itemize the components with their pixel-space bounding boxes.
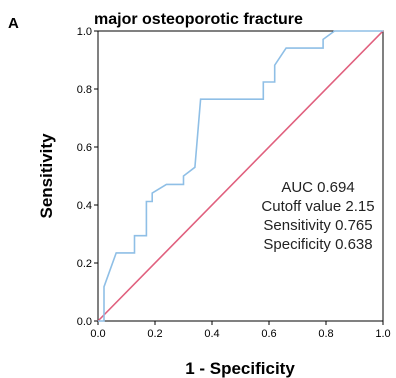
panel-label: A <box>8 15 19 32</box>
x-tick-label: 0.6 <box>261 328 276 340</box>
auc-label: AUC 0.694 <box>281 179 354 196</box>
y-axis-ticks: 0.0 0.2 0.4 0.6 0.8 1.0 <box>77 26 98 328</box>
x-tick-label: 0.2 <box>147 328 162 340</box>
x-tick-label: 0.0 <box>90 328 105 340</box>
y-tick-label: 0.2 <box>77 258 92 270</box>
x-tick-label: 0.8 <box>318 328 333 340</box>
x-tick-label: 0.4 <box>204 328 219 340</box>
chart-title: major osteoporotic fracture <box>94 11 303 28</box>
sensitivity-label: Sensitivity 0.765 <box>263 217 372 234</box>
plot-frame <box>97 30 384 322</box>
roc-curve-line <box>98 30 383 322</box>
x-axis-label: 1 - Specificity <box>185 359 295 378</box>
y-tick-label: 0.6 <box>77 142 92 154</box>
stats-annotation: AUC 0.694 Cutoff value 2.15 Sensitivity … <box>261 179 374 253</box>
cutoff-label: Cutoff value 2.15 <box>261 198 374 215</box>
x-axis-ticks: 0.0 0.2 0.4 0.6 0.8 1.0 <box>90 321 391 340</box>
y-tick-label: 0.8 <box>77 84 92 96</box>
y-tick-label: 0.4 <box>77 200 92 212</box>
y-axis-label: Sensitivity <box>37 133 56 219</box>
y-tick-label: 0.0 <box>77 316 92 328</box>
series-layer <box>97 30 384 322</box>
y-tick-label: 1.0 <box>77 26 92 38</box>
specificity-label: Specificity 0.638 <box>263 236 372 253</box>
reference-diagonal-line <box>97 30 384 322</box>
x-tick-label: 1.0 <box>375 328 390 340</box>
